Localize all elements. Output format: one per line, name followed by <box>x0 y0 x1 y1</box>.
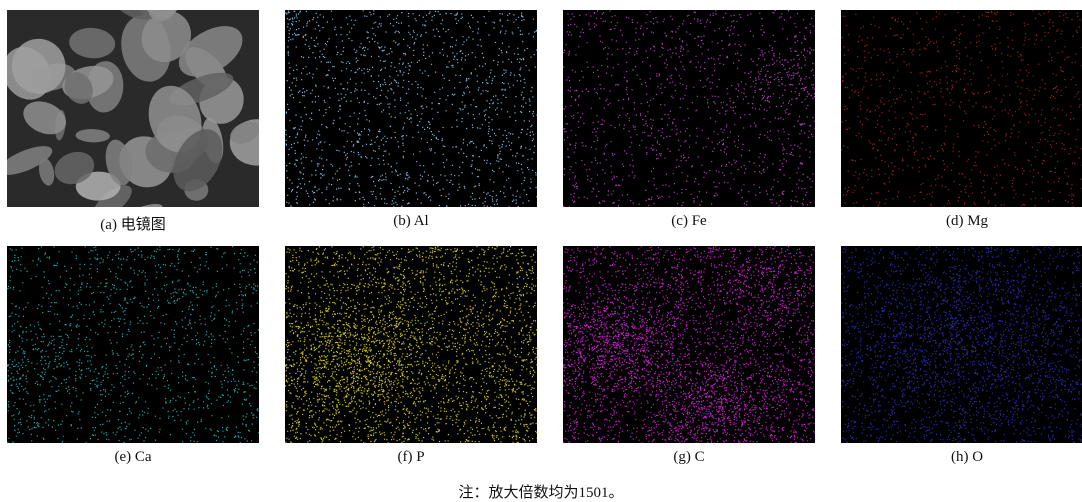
panel-caption: (b) Al <box>285 213 537 230</box>
micrograph <box>7 246 259 443</box>
image-panel <box>841 246 1082 443</box>
panel-caption: (e) Ca <box>7 449 259 466</box>
panel-caption: (g) C <box>563 449 815 466</box>
micrograph <box>285 246 537 443</box>
figure: {"panels": [ {"caption": "(a) 电镜图"}, {"c… <box>0 0 1082 502</box>
image-panel <box>563 10 815 207</box>
micrograph <box>7 10 259 207</box>
panel-caption: (f) P <box>285 449 537 466</box>
image-panel <box>285 246 537 443</box>
image-panel <box>7 246 259 443</box>
panel-caption: (d) Mg <box>841 213 1082 230</box>
micrograph <box>285 10 537 207</box>
panel-caption: (h) O <box>841 449 1082 466</box>
image-panel <box>841 10 1082 207</box>
micrograph <box>563 10 815 207</box>
image-panel <box>563 246 815 443</box>
image-panel <box>7 10 259 207</box>
panel-caption: (a) 电镜图 <box>7 213 259 234</box>
micrograph <box>563 246 815 443</box>
micrograph <box>841 10 1082 207</box>
figure-note: 注：放大倍数均为1501。 <box>0 481 1082 502</box>
micrograph <box>841 246 1082 443</box>
image-panel <box>285 10 537 207</box>
panel-caption: (c) Fe <box>563 213 815 230</box>
